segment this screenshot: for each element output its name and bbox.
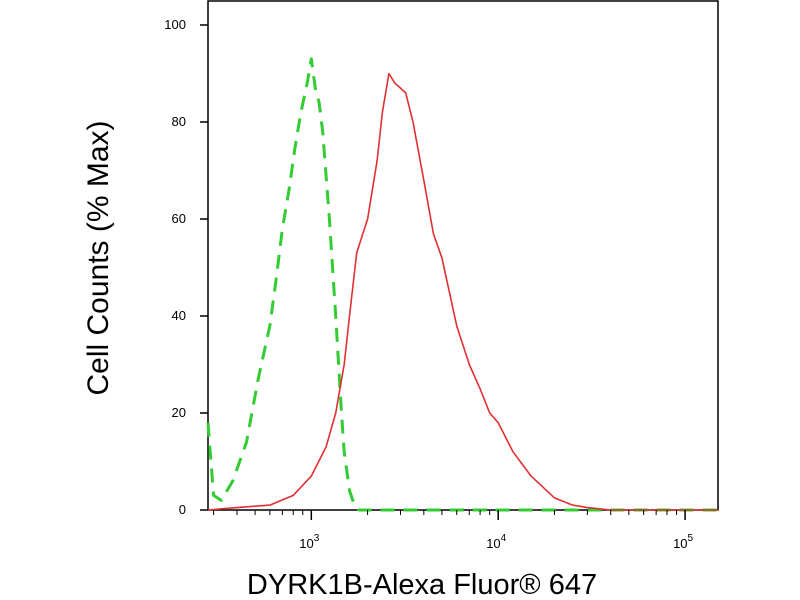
y-tick-label: 100 [164, 17, 186, 32]
plot-frame [207, 0, 719, 511]
x-axis-title: DYRK1B-Alexa Fluor® 647 [247, 569, 597, 600]
series-layer [206, 57, 718, 512]
y-tick-label: 80 [172, 114, 186, 129]
x-axis: 103 104 105 [213, 510, 694, 551]
x-tick-label: 105 [673, 533, 693, 551]
sample-histogram-line [207, 72, 718, 511]
y-tick-label: 60 [172, 211, 186, 226]
y-tick-label: 40 [172, 308, 186, 323]
y-tick-label: 20 [172, 405, 186, 420]
y-tick-label: 0 [179, 502, 186, 517]
control-histogram-line [206, 57, 718, 512]
x-tick-label: 103 [299, 533, 319, 551]
x-tick-label: 104 [486, 533, 506, 551]
y-axis-title: Cell Counts (% Max) [82, 120, 115, 395]
y-axis: 0 20 40 60 80 100 [164, 17, 208, 517]
